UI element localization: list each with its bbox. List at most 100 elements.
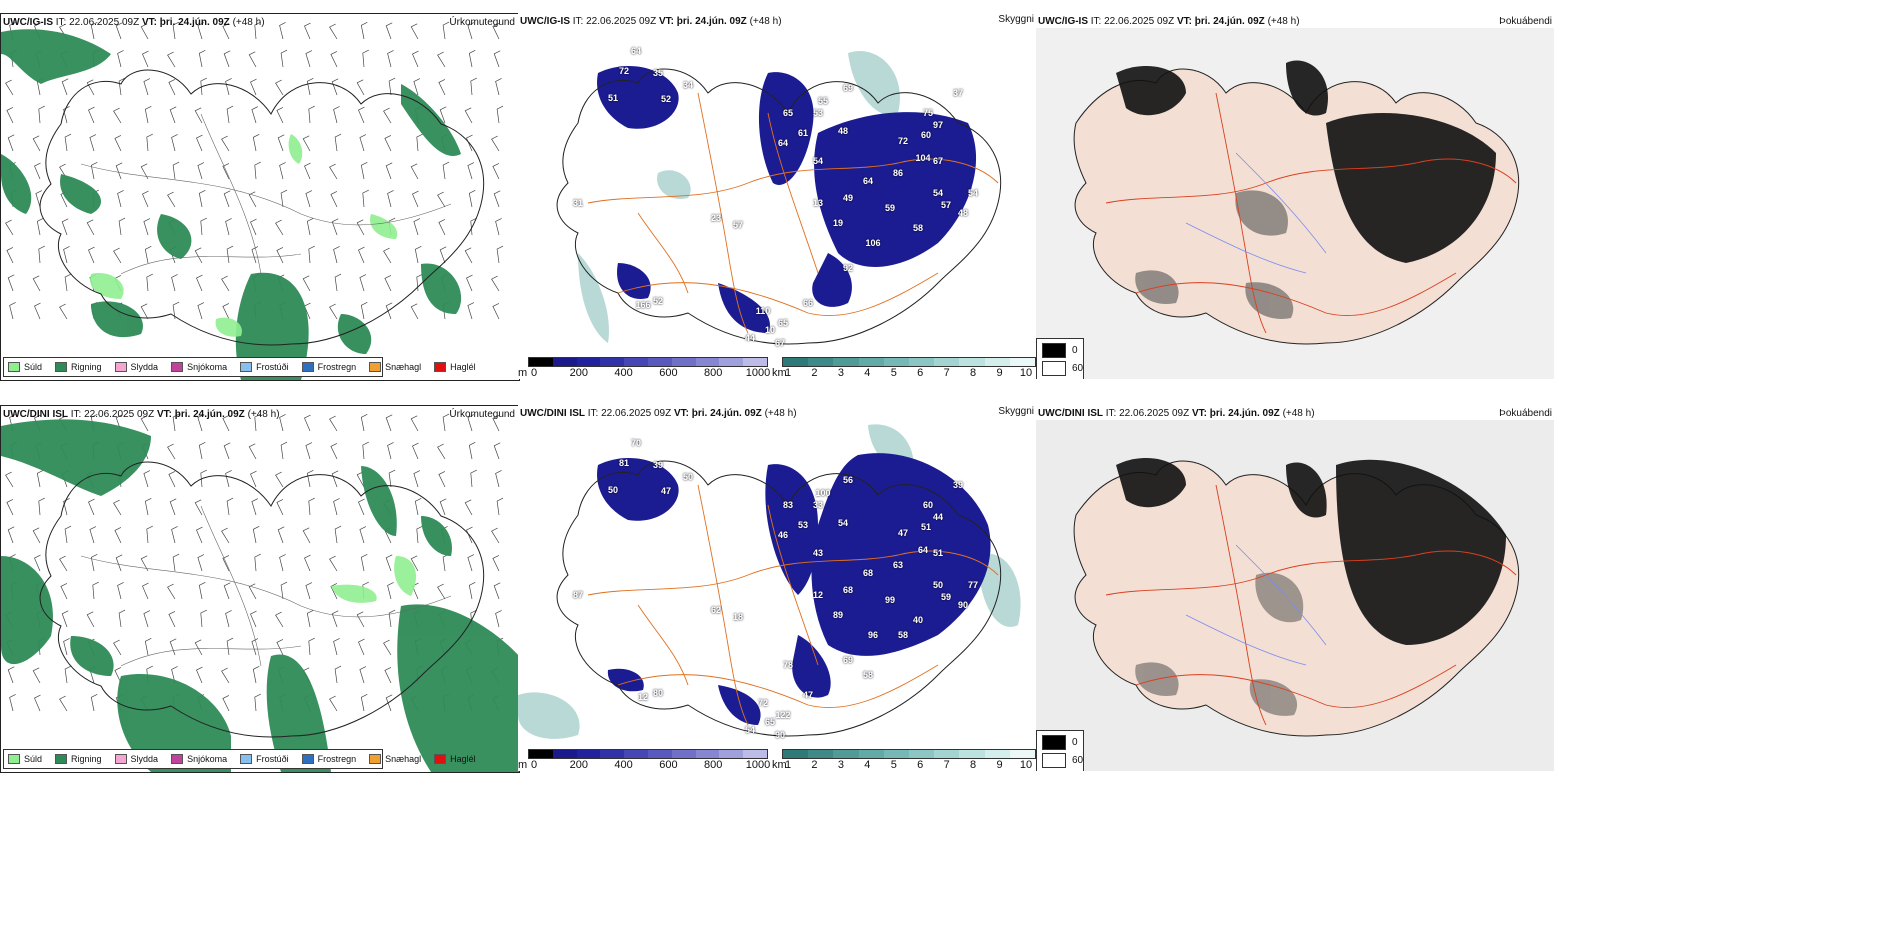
wind-barb (34, 694, 41, 712)
wind-barb (194, 499, 203, 516)
wind-barb (59, 555, 68, 572)
ceiling-value-label: 72 (618, 66, 630, 76)
ceiling-value-label: 99 (884, 595, 896, 605)
wind-barb (221, 667, 230, 684)
legend-label: Haglél (450, 754, 476, 764)
wind-barb (63, 246, 70, 264)
wind-barb (413, 218, 421, 236)
wind-barb (254, 21, 261, 40)
wind-barb (225, 218, 232, 236)
wind-barb (439, 498, 447, 516)
wind-barb (359, 134, 367, 152)
ceiling-value-label: 49 (842, 193, 854, 203)
wind-barb (466, 274, 473, 292)
panel-header: UWC/DINI ISL IT: 22.06.2025 09Z VT: þri.… (3, 409, 280, 420)
ceiling-value-label: 53 (797, 520, 809, 530)
colorbar-tick: 600 (659, 759, 678, 771)
wind-barb (223, 190, 231, 208)
wind-barb (198, 441, 206, 460)
wind-barb (410, 303, 419, 320)
ceiling-value-label: 51 (932, 548, 944, 558)
wind-barb (329, 303, 338, 320)
wind-barb (413, 78, 421, 96)
wind-barb (362, 189, 369, 208)
colorbar-tick: 0 (530, 367, 538, 379)
ceiling-value-label: 65 (777, 318, 789, 328)
wind-barb (36, 469, 44, 488)
fog-legend-item: 60 (1042, 361, 1083, 376)
legend-item: Rigning (55, 754, 102, 764)
wind-barb (168, 611, 176, 628)
wind-barb (9, 302, 16, 320)
wind-barb (493, 50, 501, 68)
colorbar-gradient (782, 357, 1036, 367)
wind-barb (495, 470, 502, 488)
ceiling-value-label: 65 (782, 108, 794, 118)
wind-barb (172, 301, 180, 320)
wind-barb (360, 21, 368, 40)
wind-barb (410, 163, 419, 180)
cloud-panel-row1: UWC/IG-IS IT: 22.06.2025 09Z VT: þri. 24… (518, 13, 1036, 379)
wind-barb (308, 637, 315, 656)
legend-swatch (301, 362, 314, 372)
ceiling-value-label: 54 (812, 156, 824, 166)
fog-indicator-map (1036, 420, 1554, 771)
ceiling-value-label: 72 (757, 698, 769, 708)
fog-legend-swatch (1042, 361, 1066, 376)
wind-barb (248, 51, 257, 68)
legend-item: Haglél (434, 754, 476, 764)
ceiling-value-label: 64 (917, 545, 929, 555)
legend-item: Frostúði (240, 362, 289, 372)
wind-barb (334, 273, 342, 292)
colorbar-tick: 3 (837, 367, 844, 379)
wind-barb (194, 639, 203, 656)
wind-barb (9, 694, 16, 712)
wind-barb (34, 162, 41, 180)
wind-barb (275, 219, 284, 236)
colorbar-tick: 4 (864, 367, 871, 379)
colorbar-unit: m (518, 759, 528, 771)
wind-barb (38, 105, 45, 124)
fog-indicator-title: Þokuábendi (1499, 408, 1552, 419)
wind-barb (115, 162, 123, 180)
wind-barb (329, 555, 338, 572)
ceiling-value-label: 50 (682, 472, 694, 482)
wind-barb (222, 163, 230, 180)
wind-barb (5, 471, 14, 488)
precip-map (1, 21, 504, 380)
wind-barb (468, 441, 476, 460)
wind-barb (437, 191, 446, 208)
wind-barb (412, 442, 419, 460)
wind-barb (172, 161, 180, 180)
wind-barb (117, 190, 124, 208)
wind-barb (222, 555, 230, 572)
colorbar-tick: 7 (943, 367, 950, 379)
ceiling-colorbar: m 0 200 400 600 800 1000 (518, 357, 770, 379)
colorbar-tick: 6 (917, 759, 924, 771)
wind-barb (200, 217, 207, 236)
wind-barb (305, 442, 313, 460)
colorbar-tick: 10 (1019, 367, 1033, 379)
wind-barb (495, 78, 502, 96)
wind-barb (88, 106, 95, 124)
wind-barb (387, 50, 394, 68)
wind-barb (493, 442, 501, 460)
legend-item: Frostregn (301, 362, 356, 372)
ceiling-value-label: 104 (915, 153, 931, 163)
wind-barb (276, 247, 284, 264)
panel-header: UWC/DINI ISL IT: 22.06.2025 09Z VT: þri.… (1038, 408, 1315, 419)
fog-panel-row1: UWC/IG-IS IT: 22.06.2025 09Z VT: þri. 24… (1036, 13, 1554, 379)
wind-barb (32, 135, 41, 152)
wind-barb (304, 554, 311, 572)
wind-barb (470, 217, 477, 236)
legend-swatch (434, 754, 447, 764)
wind-barb (491, 275, 500, 292)
wind-barb (169, 106, 177, 124)
ceiling-colorbar: m 0 200 400 600 800 1000 (518, 749, 770, 771)
colorbar-tick: 4 (864, 759, 871, 771)
wind-barb (146, 133, 153, 152)
wind-barb (331, 218, 339, 236)
wind-barb (252, 133, 260, 152)
ceiling-value-label: 58 (862, 670, 874, 680)
wind-barb (7, 526, 15, 544)
